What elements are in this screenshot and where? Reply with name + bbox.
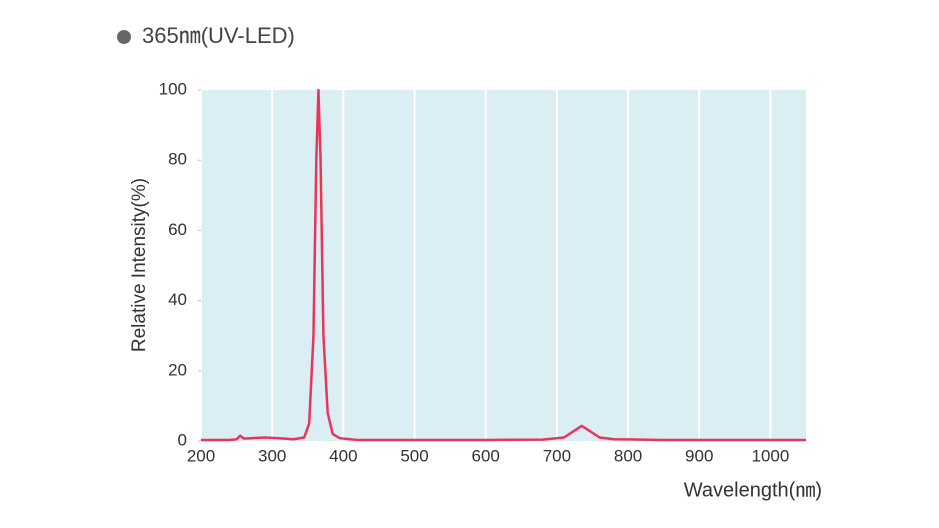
x-tick-label: 500: [400, 446, 428, 465]
title-bullet: [117, 30, 131, 44]
y-tick-label: 60: [168, 220, 187, 239]
x-tick-label: 900: [685, 446, 713, 465]
x-tick-label: 1000: [751, 446, 789, 465]
y-tick-label: 100: [159, 79, 187, 98]
x-tick-label: 700: [543, 446, 571, 465]
x-tick-label: 400: [329, 446, 357, 465]
x-tick-label: 800: [614, 446, 642, 465]
x-axis-label: Wavelength(㎚): [684, 479, 822, 501]
y-tick-label: 0: [178, 430, 187, 449]
chart-title: 365㎚(UV-LED): [142, 23, 295, 48]
y-axis-label: Relative Intensity(%): [129, 178, 150, 352]
plot-area: [201, 90, 806, 441]
x-tick-label: 600: [472, 446, 500, 465]
data-line: [201, 88, 806, 442]
x-tick-label: 200: [187, 446, 215, 465]
y-tick-label: 40: [168, 290, 187, 309]
y-tick-label: 80: [168, 150, 187, 169]
y-tick-label: 20: [168, 360, 187, 379]
x-tick-label: 300: [258, 446, 286, 465]
